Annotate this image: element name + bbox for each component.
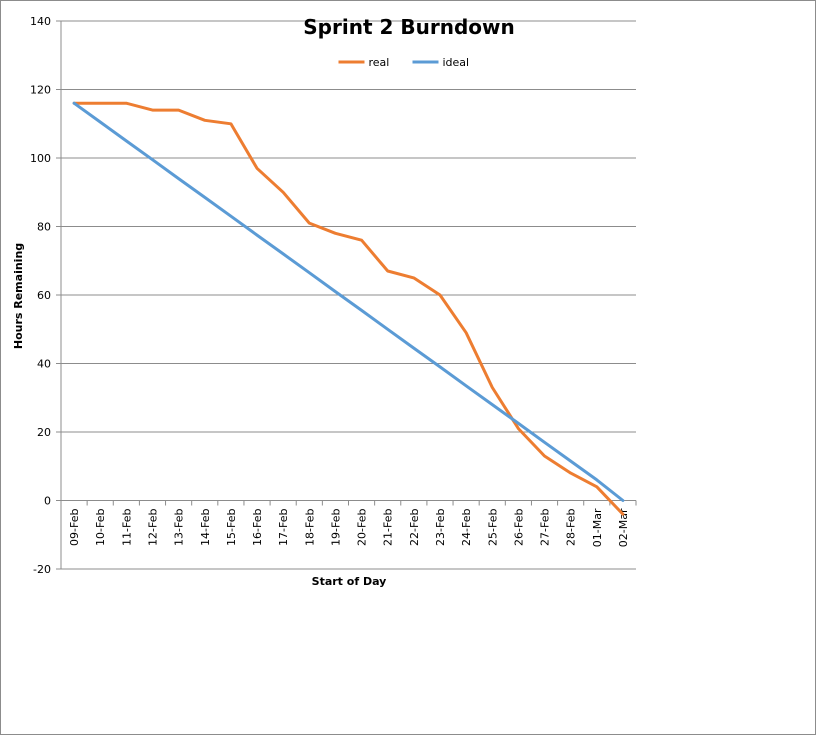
x-tick-label: 19-Feb — [329, 508, 342, 545]
gridlines — [61, 20, 636, 570]
x-tick-label: 24-Feb — [460, 508, 473, 545]
y-tick-label: 20 — [37, 426, 51, 439]
y-tick-label: 80 — [37, 221, 51, 234]
x-tick-label: 14-Feb — [199, 508, 212, 545]
x-tick-label: 22-Feb — [408, 508, 421, 545]
x-tick-label: 23-Feb — [434, 508, 447, 545]
x-tick-label: 17-Feb — [277, 508, 290, 545]
x-tick-label: 18-Feb — [303, 508, 316, 545]
x-tick-label: 25-Feb — [486, 508, 499, 545]
y-tick-label: 140 — [30, 15, 51, 28]
y-tick-label: 40 — [37, 358, 51, 371]
x-tick-label: 10-Feb — [94, 508, 107, 545]
y-tick-label: 100 — [30, 152, 51, 165]
legend-label-real: real — [369, 56, 390, 69]
series-line-real — [72, 101, 625, 516]
y-tick-label: 120 — [30, 84, 51, 97]
x-tick-label: 02-Mar — [617, 508, 630, 547]
x-tick-label: 13-Feb — [173, 508, 186, 545]
series-line-ideal — [72, 101, 625, 502]
y-tick-label: 60 — [37, 289, 51, 302]
x-tick-label: 20-Feb — [356, 508, 369, 545]
axes — [56, 20, 637, 570]
chart-title: Sprint 2 Burndown — [303, 15, 514, 39]
x-tick-label: 16-Feb — [251, 508, 264, 545]
x-tick-label: 28-Feb — [565, 508, 578, 545]
series-lines — [72, 101, 625, 516]
x-tick-label: 12-Feb — [146, 508, 159, 545]
x-tick-label: 15-Feb — [225, 508, 238, 545]
x-tick-label: 01-Mar — [591, 508, 604, 547]
x-tick-label: 11-Feb — [120, 508, 133, 545]
x-tick-label: 09-Feb — [68, 508, 81, 545]
y-tick-labels: -20 0 20 40 60 80 100 120 140 — [30, 15, 51, 576]
x-tick-label: 21-Feb — [382, 508, 395, 545]
x-tick-label: 27-Feb — [539, 508, 552, 545]
legend-label-ideal: ideal — [443, 56, 470, 69]
x-tick-labels: 09-Feb 10-Feb 11-Feb 12-Feb 13-Feb 14-Feb 15-F… — [68, 508, 630, 547]
y-tick-label: 0 — [44, 495, 51, 508]
x-axis-title: Start of Day — [312, 575, 387, 588]
x-tick-label: 26-Feb — [512, 508, 525, 545]
legend: real ideal — [338, 56, 470, 69]
y-tick-label: -20 — [33, 563, 51, 576]
y-axis-title: Hours Remaining — [12, 243, 25, 349]
